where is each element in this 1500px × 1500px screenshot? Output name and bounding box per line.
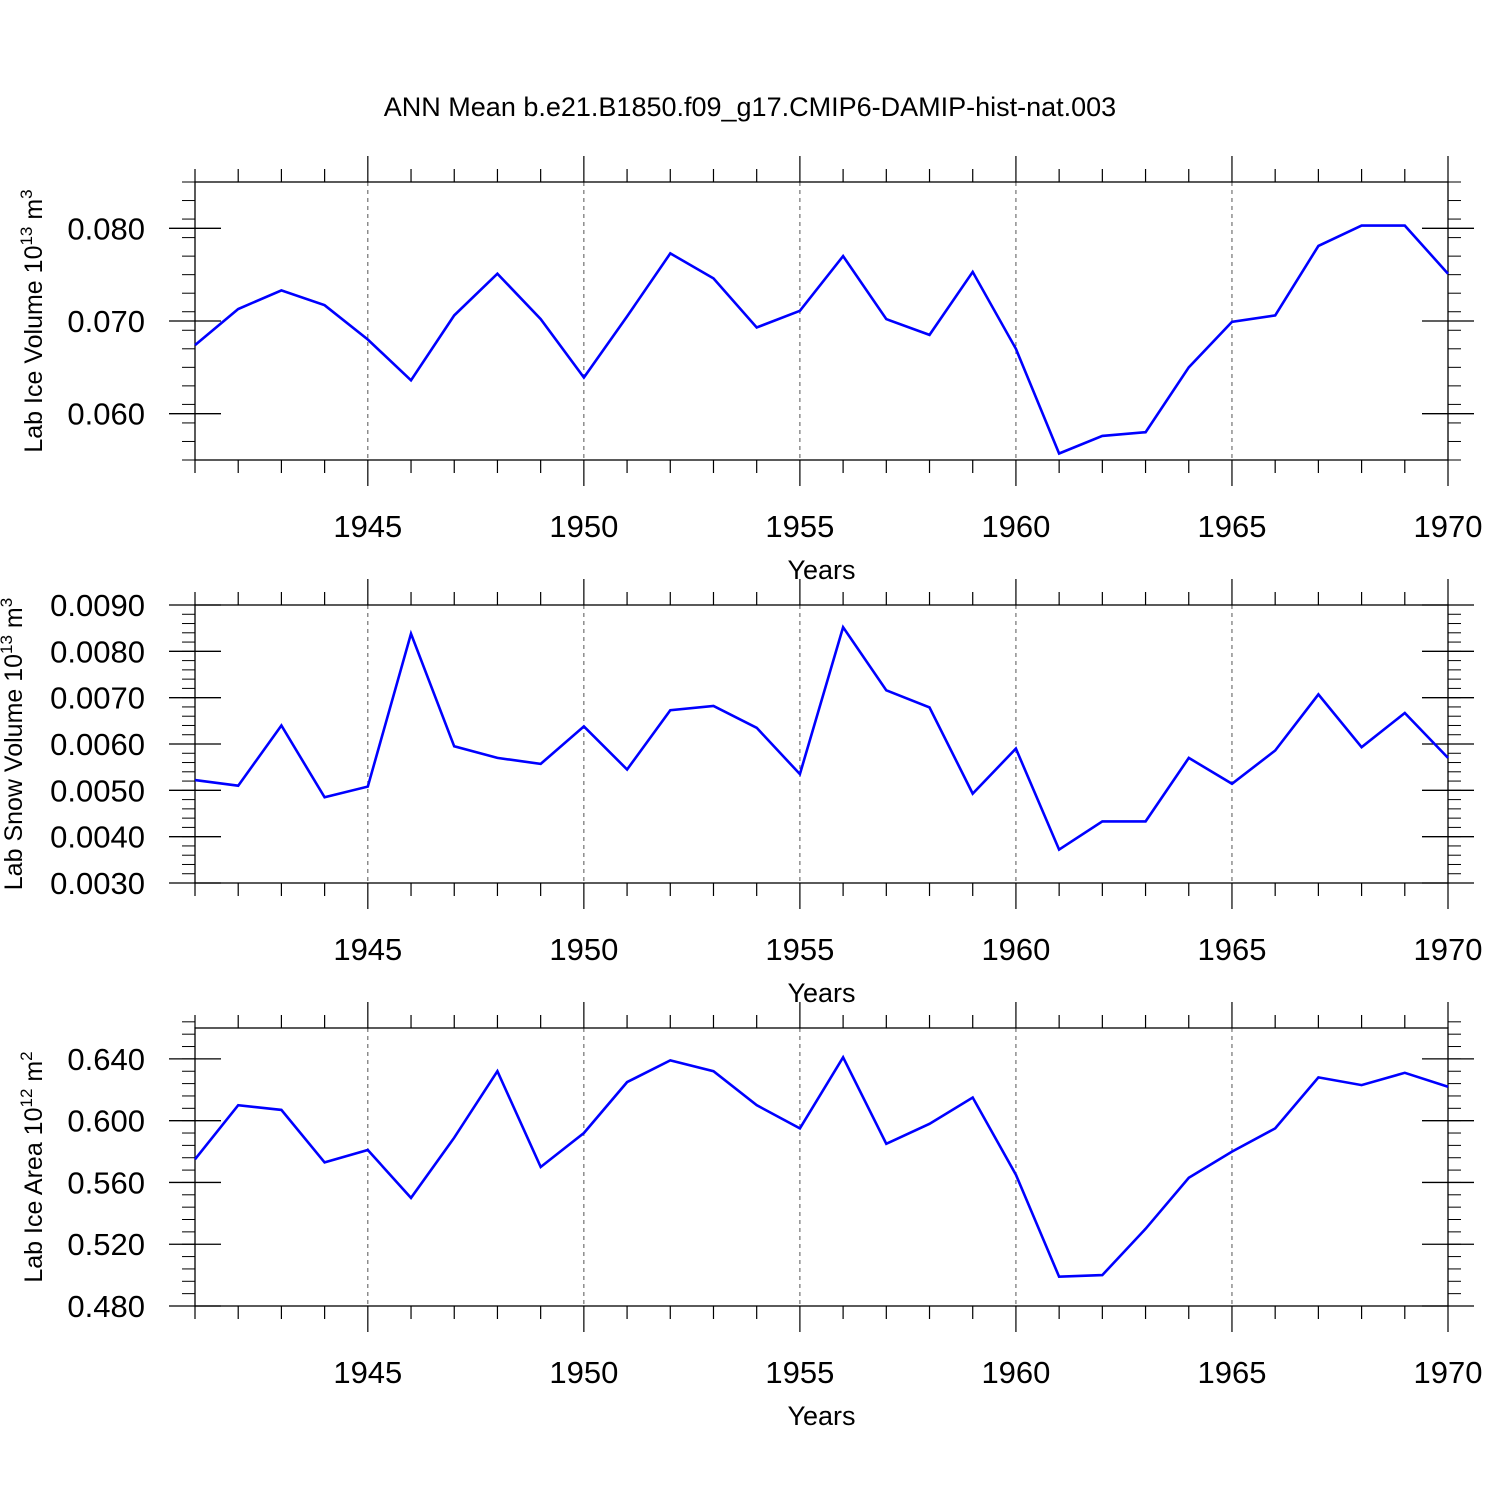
y-axis-label-superscript: 12 [17, 1089, 36, 1108]
y-tick-label: 0.0090 [50, 588, 145, 623]
x-tick-label: 1945 [333, 932, 402, 967]
x-tick-label: 1960 [981, 932, 1050, 967]
x-tick-label: 1970 [1414, 509, 1483, 544]
x-axis-label: Years [787, 978, 855, 1008]
y-axis-label-part: m [0, 607, 28, 635]
y-axis-label: Lab Snow Volume 1013 m3 [0, 598, 28, 890]
y-axis-label-part: Lab Ice Area 10 [20, 1108, 48, 1283]
y-axis-label-superscript: 2 [17, 1051, 36, 1060]
x-tick-label: 1960 [981, 1355, 1050, 1390]
series-line [194, 624, 1449, 852]
x-tick-label: 1965 [1197, 509, 1266, 544]
x-tick-label: 1950 [549, 932, 618, 967]
x-tick-label: 1960 [981, 509, 1050, 544]
x-tick-label: 1965 [1197, 1355, 1266, 1390]
x-tick-label: 1955 [765, 509, 834, 544]
y-tick-label: 0.0080 [50, 634, 145, 669]
y-tick-label: 0.0070 [50, 681, 145, 716]
y-tick-label: 0.480 [67, 1289, 145, 1324]
x-tick-label: 1955 [765, 1355, 834, 1390]
y-tick-label: 0.0040 [50, 820, 145, 855]
plot-frame [194, 604, 1449, 884]
x-tick-label: 1945 [333, 509, 402, 544]
plot-frame [194, 1027, 1449, 1307]
y-tick-label: 0.560 [67, 1165, 145, 1200]
y-tick-label: 0.640 [67, 1042, 145, 1077]
panel-2: 0.0030 0.0040 0.0050 0.0060 0.0070 0.0080 0.00… [0, 579, 1482, 1008]
y-axis-label-part: m [20, 1061, 48, 1089]
y-axis-label: Lab Ice Volume 1013 m3 [17, 189, 48, 452]
y-tick-label: 0.0050 [50, 773, 145, 808]
y-axis-label-superscript: 3 [0, 598, 16, 607]
y-tick-label: 0.070 [67, 304, 145, 339]
x-tick-label: 1950 [549, 509, 618, 544]
y-axis-label-superscript: 13 [0, 635, 16, 654]
y-axis-label-part: Lab Snow Volume 10 [0, 654, 28, 890]
y-axis-label-superscript: 13 [17, 227, 36, 246]
series-line [194, 224, 1449, 456]
y-tick-label: 0.060 [67, 397, 145, 432]
y-tick-label: 0.0060 [50, 727, 145, 762]
panel-1: 0.060 0.070 0.080 1945 1950 1955 1960 1965 1970 Y… [17, 156, 1482, 585]
x-tick-label: 1945 [333, 1355, 402, 1390]
y-tick-label: 0.520 [67, 1227, 145, 1262]
y-tick-label: 0.080 [67, 211, 145, 246]
x-axis-label: Years [787, 555, 855, 585]
x-tick-label: 1970 [1414, 1355, 1483, 1390]
y-axis-label-part: m [20, 199, 48, 227]
series-line [193, 1054, 1449, 1279]
y-tick-label: 0.600 [67, 1104, 145, 1139]
plot-frame [194, 181, 1449, 461]
y-axis-label: Lab Ice Area 1012 m2 [17, 1051, 48, 1282]
figure-title: ANN Mean b.e21.B1850.f09_g17.CMIP6-DAMIP… [383, 92, 1117, 122]
y-axis-label-superscript: 3 [17, 189, 36, 198]
x-tick-label: 1965 [1197, 932, 1266, 967]
y-axis-label-part: Lab Ice Volume 10 [20, 246, 48, 453]
x-axis-label: Years [787, 1401, 855, 1431]
y-tick-label: 0.0030 [50, 866, 145, 901]
x-tick-label: 1950 [549, 1355, 618, 1390]
x-tick-label: 1970 [1414, 932, 1483, 967]
panel-3: 0.480 0.520 0.560 0.600 0.640 1945 1950 1955 196… [17, 1002, 1482, 1431]
x-tick-label: 1955 [765, 932, 834, 967]
